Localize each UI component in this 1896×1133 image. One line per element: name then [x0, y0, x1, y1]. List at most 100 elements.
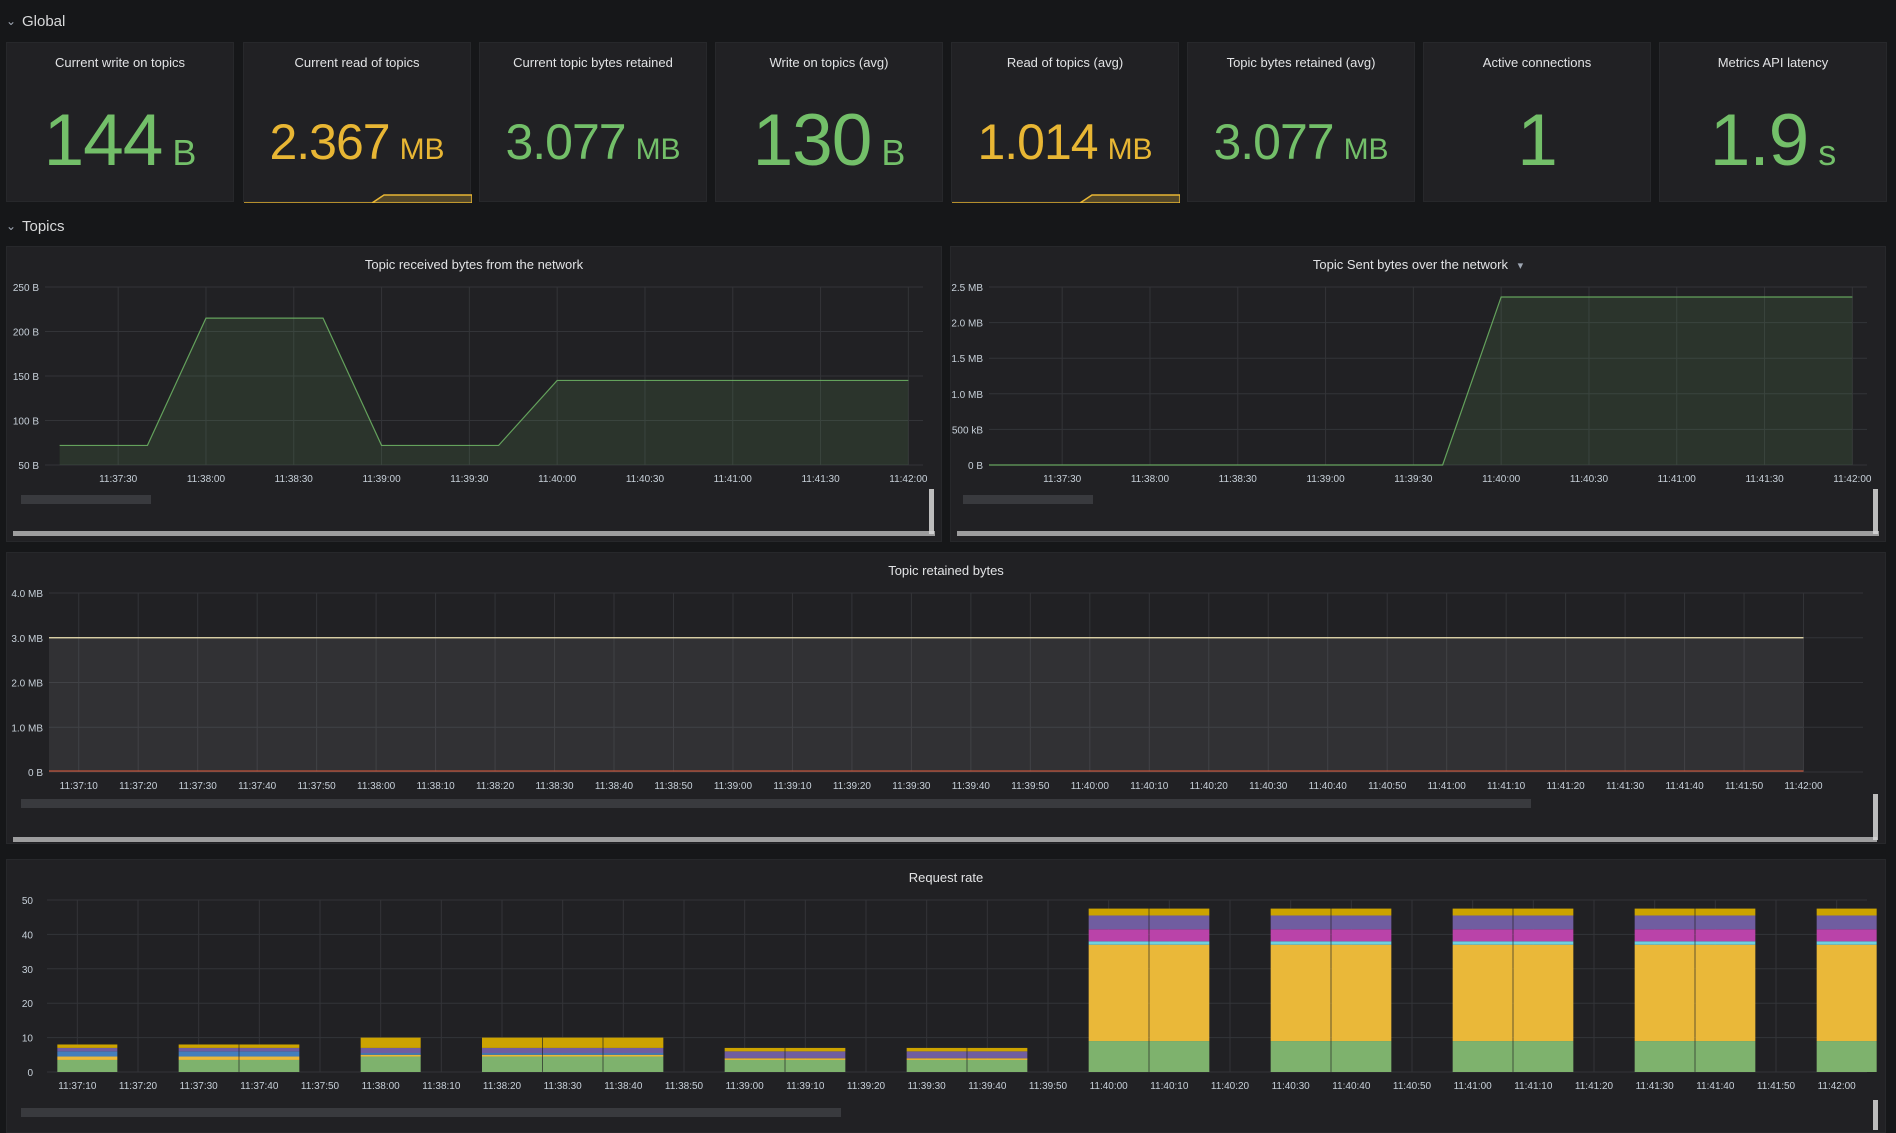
scrollbar-horizontal[interactable] — [13, 531, 935, 536]
bar-segment — [239, 1056, 300, 1060]
panel-topic-received[interactable]: Topic received bytes from the network 50… — [6, 246, 942, 542]
bar-segment — [239, 1059, 300, 1072]
bar-segment — [482, 1037, 542, 1048]
scrollbar-vertical[interactable] — [1873, 1100, 1878, 1130]
x-tick-label: 11:42:00 — [1818, 1081, 1857, 1092]
stat-panel[interactable]: Current write on topics 144 B — [6, 42, 234, 202]
stat-number: 1.014 — [977, 114, 1098, 170]
stat-title[interactable]: Current topic bytes retained — [513, 55, 673, 70]
y-tick-label: 50 — [22, 896, 34, 907]
x-tick-label: 11:40:00 — [538, 474, 577, 485]
stat-panel[interactable]: Active connections 1 — [1423, 42, 1651, 202]
bar-segment — [482, 1053, 542, 1055]
panel-title[interactable]: Topic Sent bytes over the network ▾ — [951, 257, 1885, 272]
stat-panel[interactable]: Read of topics (avg) 1.014 MB — [951, 42, 1180, 203]
bar-segment — [724, 1058, 785, 1060]
x-tick-label: 11:41:20 — [1547, 781, 1586, 792]
bar-segment — [1513, 929, 1574, 942]
legend-item[interactable] — [21, 495, 151, 504]
chart-sent[interactable]: 0 B 500 kB 1.0 MB 1.5 MB 2.0 MB 2.5 MB 11:37:3… — [951, 275, 1887, 515]
bar-segment — [1634, 908, 1695, 916]
x-tick-label: 11:40:50 — [1368, 781, 1407, 792]
stat-title[interactable]: Current write on topics — [54, 55, 186, 70]
stat-title[interactable]: Topic bytes retained (avg) — [1226, 55, 1376, 70]
stat-panel[interactable]: Metrics API latency 1.9 s — [1659, 42, 1887, 202]
scrollbar-vertical[interactable] — [929, 489, 934, 534]
x-tick-label: 11:41:30 — [1606, 781, 1645, 792]
y-tick-label: 2.0 MB — [951, 319, 983, 330]
scrollbar-vertical[interactable] — [1873, 794, 1878, 840]
x-tick-label: 11:39:00 — [362, 474, 401, 485]
stat-panel[interactable]: Current topic bytes retained 3.077 MB — [479, 42, 707, 202]
bar-segment — [1452, 915, 1513, 930]
bar-segment — [724, 1051, 785, 1059]
chevron-down-icon: ⌄ — [5, 219, 17, 233]
x-tick-label: 11:40:20 — [1190, 781, 1229, 792]
bar-segment — [1088, 944, 1149, 1042]
x-tick-label: 11:41:30 — [1636, 1081, 1675, 1092]
chart-received[interactable]: 50 B 100 B 150 B 200 B 250 B 11:37:30 11:38:00… — [7, 275, 943, 515]
x-tick-label: 11:40:00 — [1090, 1081, 1129, 1092]
y-tick-label: 0 B — [28, 768, 43, 779]
y-tick-label: 30 — [22, 965, 34, 976]
row-header-global[interactable]: ⌄ Global — [0, 10, 65, 32]
bar-segment — [785, 1059, 846, 1072]
scrollbar-vertical[interactable] — [1873, 489, 1878, 534]
bar-segment — [1634, 915, 1695, 930]
row-header-topics[interactable]: ⌄ Topics — [0, 215, 65, 237]
x-tick-label: 11:39:30 — [892, 781, 931, 792]
stat-panel[interactable]: Current read of topics 2.367 MB — [243, 42, 472, 203]
bar-segment — [1149, 941, 1210, 945]
panel-title[interactable]: Topic received bytes from the network — [364, 257, 584, 272]
legend-item[interactable] — [21, 799, 1531, 808]
panel-topic-sent[interactable]: Topic Sent bytes over the network ▾ 0 B 5… — [950, 246, 1886, 542]
stat-value: 144 B — [7, 99, 233, 182]
panel-title[interactable]: Request rate — [908, 870, 984, 885]
x-tick-label: 11:37:20 — [119, 1081, 158, 1092]
chevron-down-icon[interactable]: ▾ — [1517, 260, 1524, 272]
stat-title[interactable]: Metrics API latency — [1717, 55, 1829, 70]
bar-segment — [1452, 944, 1513, 1042]
bar-segment — [57, 1059, 118, 1072]
stat-title[interactable]: Write on topics (avg) — [769, 55, 889, 70]
scrollbar-horizontal[interactable] — [13, 837, 1877, 842]
stat-panel[interactable]: Topic bytes retained (avg) 3.077 MB — [1187, 42, 1415, 202]
x-tick-label: 11:38:20 — [476, 781, 515, 792]
x-tick-label: 11:40:30 — [1570, 474, 1609, 485]
bar-segment — [967, 1051, 1028, 1059]
stat-value: 2.367 MB — [244, 113, 470, 171]
stat-unit: B — [881, 132, 906, 173]
y-tick-label: 100 B — [13, 417, 39, 428]
bar-segment — [178, 1051, 239, 1057]
stat-title[interactable]: Active connections — [1482, 55, 1592, 70]
chart-request-rate[interactable]: 0 10 20 30 40 50 11:37:10 11:37:20 11:37:30 11:37… — [7, 888, 1887, 1128]
legend-item[interactable] — [21, 1108, 841, 1117]
panel-title-text: Topic Sent bytes over the network — [1312, 257, 1508, 272]
panel-request-rate[interactable]: Request rate 0 10 20 30 40 50 11:37:10 11:37:20… — [6, 859, 1886, 1133]
x-tick-label: 11:39:50 — [1029, 1081, 1068, 1092]
x-tick-label: 11:37:30 — [180, 1081, 219, 1092]
x-tick-label: 11:38:00 — [187, 474, 226, 485]
bar-segment — [1149, 908, 1210, 916]
chart-retained[interactable]: 0 B 1.0 MB 2.0 MB 3.0 MB 4.0 MB 11:37:10 11:37… — [7, 581, 1887, 821]
x-tick-label: 11:40:40 — [1309, 781, 1348, 792]
stat-title[interactable]: Current read of topics — [294, 55, 420, 70]
y-tick-label: 20 — [22, 999, 34, 1010]
x-tick-label: 11:40:30 — [1249, 781, 1288, 792]
bar-segment — [1270, 1041, 1331, 1072]
stat-title[interactable]: Read of topics (avg) — [1006, 55, 1124, 70]
x-tick-label: 11:40:50 — [1393, 1081, 1432, 1092]
bar-segment — [542, 1047, 603, 1054]
bar-segment — [1088, 908, 1149, 916]
bar-segment — [967, 1059, 1028, 1072]
panel-topic-retained[interactable]: Topic retained bytes 0 B 1.0 MB 2.0 MB 3.0 … — [6, 552, 1886, 844]
x-tick-label: 11:41:30 — [1745, 474, 1784, 485]
x-tick-label: 11:37:20 — [119, 781, 158, 792]
x-tick-label: 11:41:10 — [1514, 1081, 1553, 1092]
legend-item[interactable] — [963, 495, 1093, 504]
x-tick-label: 11:40:00 — [1482, 474, 1521, 485]
stat-panel[interactable]: Write on topics (avg) 130 B — [715, 42, 943, 202]
bar-segment — [1634, 929, 1695, 942]
panel-title[interactable]: Topic retained bytes — [888, 563, 1004, 578]
scrollbar-horizontal[interactable] — [957, 531, 1879, 536]
